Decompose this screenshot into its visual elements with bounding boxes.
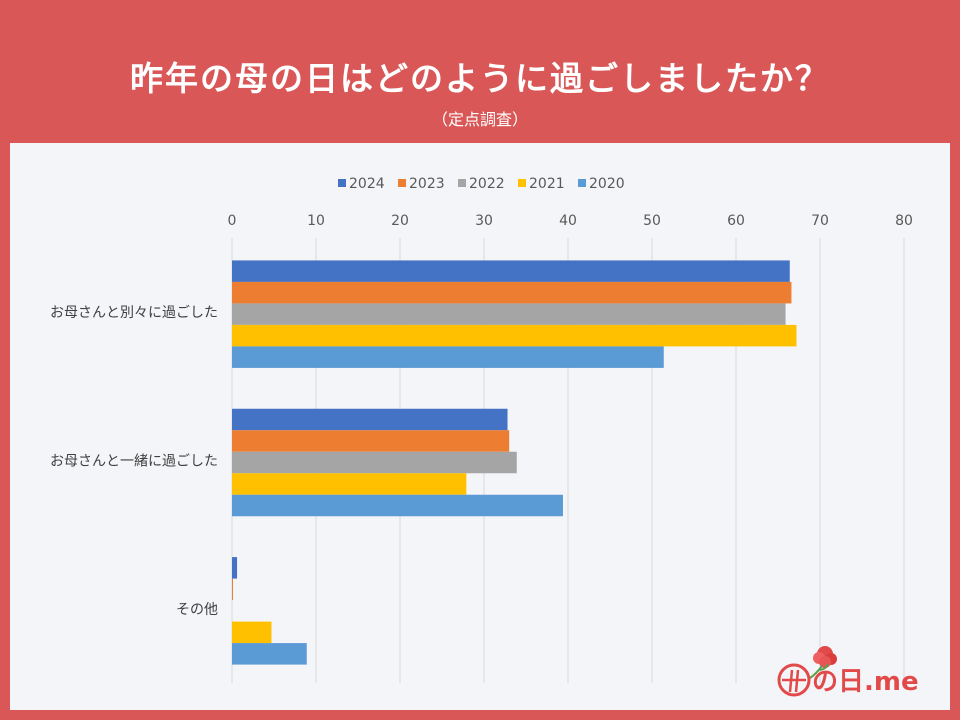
category-label: お母さんと一緒に過ごした bbox=[50, 454, 218, 470]
bar bbox=[232, 494, 563, 517]
bar bbox=[232, 408, 508, 431]
category-label: その他 bbox=[176, 602, 218, 618]
bar bbox=[232, 557, 238, 579]
category-label: お母さんと別々に過ごした bbox=[50, 305, 218, 321]
carnation-flower-icon: の日.me bbox=[777, 646, 919, 697]
x-tick-label: 70 bbox=[811, 213, 829, 229]
legend-swatch bbox=[398, 179, 406, 187]
legend-swatch bbox=[518, 179, 526, 187]
chart-panel: 0 10 20 30 40 50 60 70 80 2024 2023 2022 2021 2020 お母さ… bbox=[10, 143, 950, 710]
x-tick-label: 30 bbox=[475, 213, 493, 229]
legend-label: 2022 bbox=[469, 176, 505, 192]
bar bbox=[232, 281, 792, 304]
bar bbox=[232, 303, 786, 325]
x-tick-label: 60 bbox=[727, 213, 745, 229]
x-tick-label: 20 bbox=[391, 213, 409, 229]
x-tick-label: 50 bbox=[643, 213, 661, 229]
bar bbox=[232, 473, 467, 495]
legend-label: 2021 bbox=[529, 176, 565, 192]
bar bbox=[232, 430, 510, 452]
legend-label: 2024 bbox=[349, 176, 385, 192]
chart: 0 10 20 30 40 50 60 70 80 2024 2023 2022 2021 2020 お母さ… bbox=[50, 176, 913, 683]
legend-swatch bbox=[458, 179, 466, 187]
page-subtitle: （定点調査） bbox=[431, 110, 528, 129]
x-tick-label: 0 bbox=[228, 213, 237, 229]
bar bbox=[232, 346, 664, 368]
x-tick-label: 10 bbox=[307, 213, 325, 229]
bar bbox=[232, 451, 517, 474]
bar bbox=[232, 260, 790, 282]
bar bbox=[232, 324, 797, 347]
brand-logo: の日.me bbox=[770, 640, 940, 700]
bar bbox=[232, 643, 307, 665]
bar bbox=[232, 578, 233, 601]
legend-swatch bbox=[338, 179, 346, 187]
page-title: 昨年の母の日はどのように過ごしましたか？ bbox=[130, 59, 830, 98]
legend-label: 2023 bbox=[409, 176, 445, 192]
bar bbox=[232, 621, 272, 644]
legend-swatch bbox=[578, 179, 586, 187]
svg-text:の日.me: の日.me bbox=[812, 667, 919, 697]
x-tick-label: 40 bbox=[559, 213, 577, 229]
x-tick-label: 80 bbox=[895, 213, 913, 229]
legend-label: 2020 bbox=[589, 176, 625, 192]
